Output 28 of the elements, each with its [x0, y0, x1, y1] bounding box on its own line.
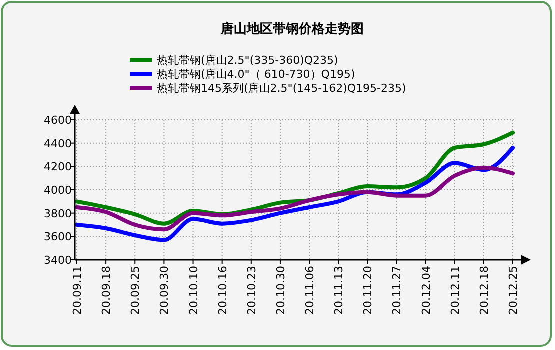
x-tick-label: 20.09.18 — [100, 266, 114, 315]
x-tick-label: 20.09.25 — [129, 266, 142, 315]
x-tick-label: 20.11.13 — [332, 266, 346, 315]
y-tick-label: 3600 — [44, 230, 72, 244]
x-tick-label: 20.10.16 — [216, 266, 230, 315]
line-series — [75, 166, 515, 232]
x-tick-label: 20.11.20 — [362, 266, 375, 315]
y-tick-label: 3400 — [44, 254, 72, 267]
y-tick-label: 4400 — [44, 137, 72, 150]
y-tick-label: 4600 — [44, 114, 72, 127]
y-tick-label: 4200 — [44, 160, 72, 174]
x-tick-label: 20.09.30 — [158, 266, 172, 315]
x-tick-label: 20.11.27 — [390, 266, 404, 315]
x-tick-label: 20.12.11 — [448, 266, 462, 315]
legend-label: 热轧带钢(唐山2.5"(335-360)Q235) — [157, 54, 338, 67]
x-tick-label: 20.12.04 — [420, 266, 433, 315]
x-tick-label: 20.12.18 — [478, 266, 491, 315]
x-tick-label: 20.10.30 — [274, 266, 288, 315]
x-tick-label: 20.10.10 — [187, 266, 200, 315]
chart-title: 唐山地区带钢价格走势图 — [220, 21, 364, 37]
x-tick-label: 20.11.06 — [304, 266, 317, 315]
x-tick-label: 20.10.23 — [245, 266, 258, 315]
x-tick-label: 20.12.25 — [507, 266, 520, 315]
y-tick-label: 3800 — [44, 207, 72, 220]
y-tick-label: 4000 — [44, 184, 72, 197]
legend-label: 热轧带钢145系列(唐山2.5"(145-162)Q195-235) — [157, 82, 406, 95]
legend-label: 热轧带钢(唐山4.0"（ 610-730）Q195) — [157, 68, 356, 81]
x-tick-label: 20.09.11 — [71, 266, 84, 315]
